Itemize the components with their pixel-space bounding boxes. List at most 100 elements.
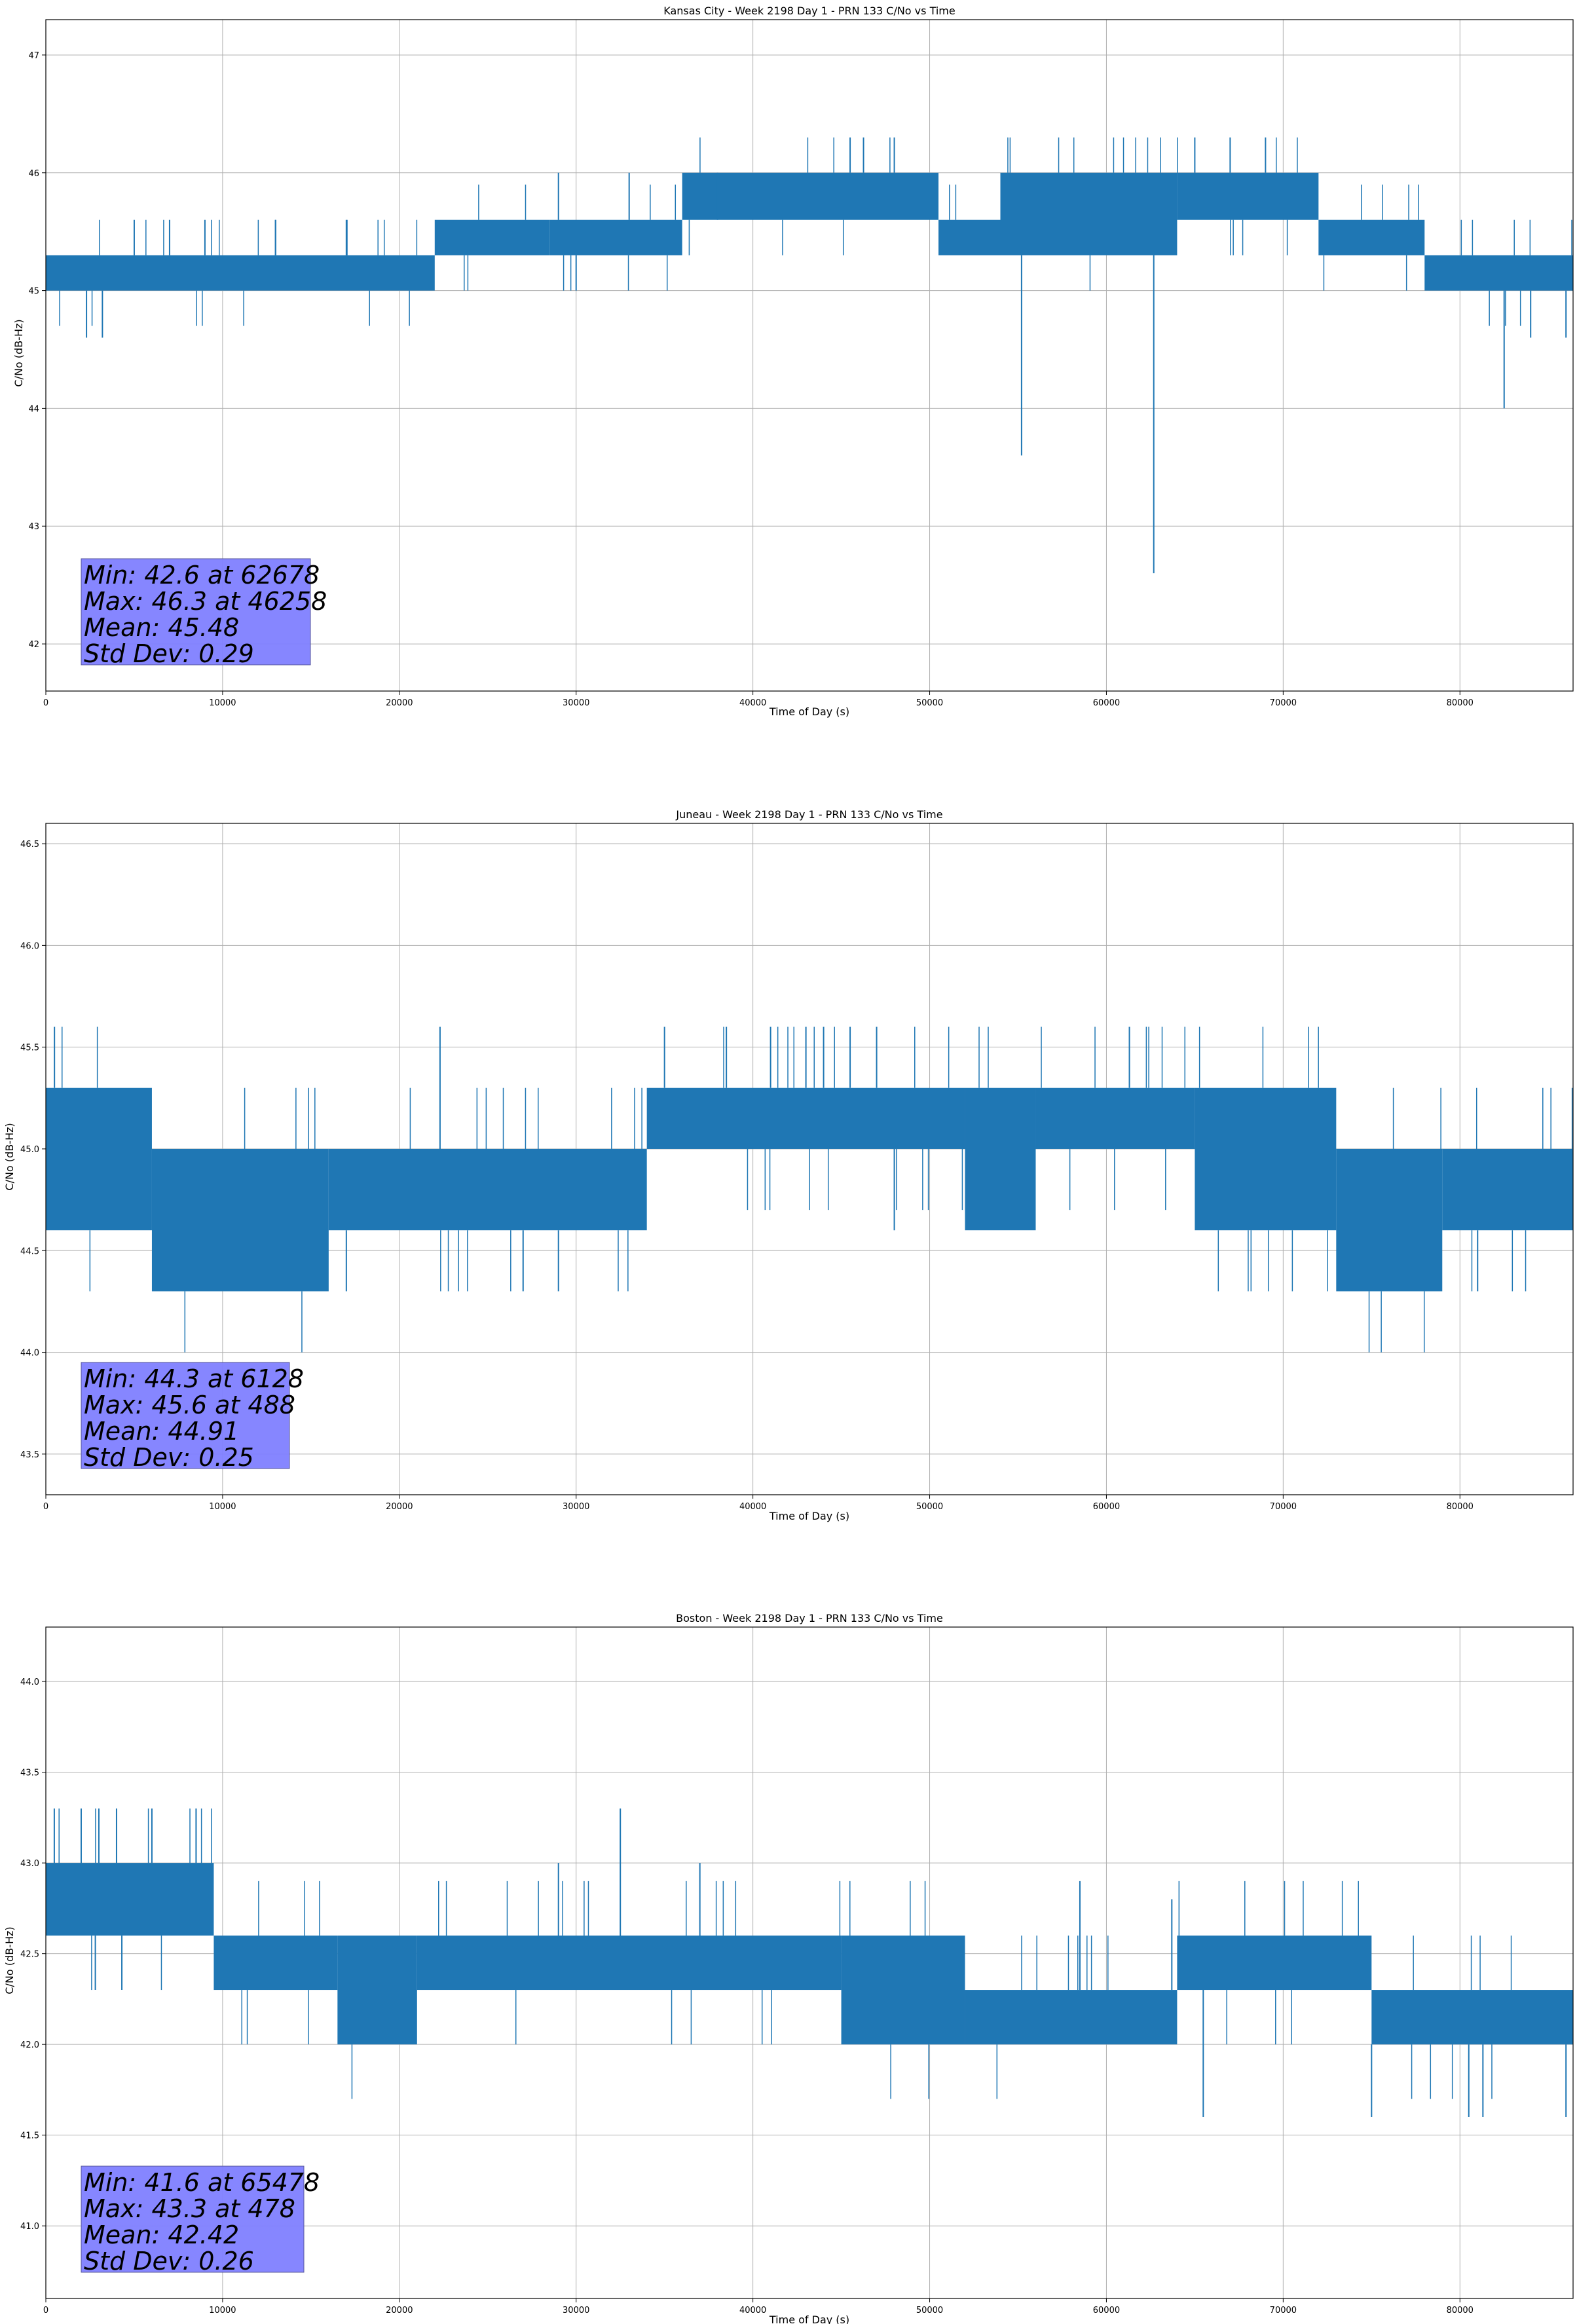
x-tick-label: 30000 <box>563 1502 589 1512</box>
y-tick-label: 45.5 <box>20 1043 39 1053</box>
x-tick-label: 60000 <box>1093 1502 1120 1512</box>
x-tick-label: 40000 <box>739 1502 766 1512</box>
x-tick-label: 30000 <box>563 698 589 708</box>
x-tick-label: 0 <box>43 698 48 708</box>
data-band <box>938 219 1001 255</box>
chart-panel-kansas-city: Kansas City - Week 2198 Day 1 - PRN 133 … <box>12 5 1574 718</box>
data-band <box>46 1863 214 1936</box>
data-band <box>434 219 550 255</box>
stats-line: Std Dev: 0.29 <box>84 639 254 668</box>
y-tick-label: 43.5 <box>20 1450 39 1460</box>
x-tick-label: 30000 <box>563 2306 589 2315</box>
x-tick-label: 80000 <box>1447 1502 1474 1512</box>
data-band <box>965 1990 1178 2045</box>
x-axis-label: Time of Day (s) <box>769 2314 849 2324</box>
data-band <box>1195 1087 1337 1231</box>
x-tick-label: 10000 <box>209 2306 236 2315</box>
data-band <box>682 172 939 220</box>
chart-title: Boston - Week 2198 Day 1 - PRN 133 C/No … <box>676 1612 943 1624</box>
y-tick-label: 43 <box>28 522 39 532</box>
stats-line: Min: 41.6 at 65478 <box>84 2168 320 2197</box>
y-axis-label: C/No (dB-Hz) <box>12 319 25 386</box>
stats-line: Min: 44.3 at 6128 <box>84 1364 304 1393</box>
y-tick-label: 42.5 <box>20 1950 39 1960</box>
stats-box-background <box>81 1362 290 1469</box>
data-band <box>841 1935 965 2045</box>
data-band <box>965 1087 1036 1231</box>
y-tick-label: 44 <box>28 404 39 414</box>
stats-line: Std Dev: 0.26 <box>84 2247 254 2276</box>
x-tick-label: 40000 <box>739 698 766 708</box>
data-band <box>1336 1148 1443 1292</box>
x-tick-label: 10000 <box>209 1502 236 1512</box>
x-tick-label: 70000 <box>1270 2306 1297 2315</box>
data-band <box>1177 1935 1372 1991</box>
x-tick-label: 50000 <box>916 698 943 708</box>
x-tick-label: 0 <box>43 1502 48 1512</box>
x-tick-label: 60000 <box>1093 2306 1120 2315</box>
x-tick-label: 80000 <box>1447 2306 1474 2315</box>
y-axis-label: C/No (dB-Hz) <box>3 1123 16 1190</box>
y-tick-label: 45.0 <box>20 1145 39 1155</box>
plot-frame <box>45 19 1574 692</box>
data-band <box>1035 1087 1195 1149</box>
data-band <box>46 255 435 291</box>
chart-panel-juneau: Juneau - Week 2198 Day 1 - PRN 133 C/No … <box>3 808 1574 1522</box>
x-tick-label: 40000 <box>739 2306 766 2315</box>
x-axis-label: Time of Day (s) <box>769 705 849 718</box>
y-tick-label: 46.0 <box>20 941 39 951</box>
x-tick-label: 20000 <box>386 2306 413 2315</box>
stats-box-background <box>81 558 311 665</box>
ticks: 0 10000 20000 30000 40000 50000 60000 70000 8000… <box>28 51 1473 708</box>
x-tick-label: 20000 <box>386 1502 413 1512</box>
y-tick-label: 46 <box>28 169 39 179</box>
data-series <box>46 1026 1573 1353</box>
chart-title: Kansas City - Week 2198 Day 1 - PRN 133 … <box>663 5 955 17</box>
stats-line: Mean: 42.42 <box>84 2221 239 2249</box>
stats-line: Max: 45.6 at 488 <box>84 1391 295 1419</box>
x-tick-label: 10000 <box>209 698 236 708</box>
stats-line: Min: 42.6 at 62678 <box>84 561 320 590</box>
y-tick-label: 42 <box>28 640 39 650</box>
stats-line: Std Dev: 0.25 <box>84 1443 254 1472</box>
data-band <box>1371 1990 1573 2045</box>
x-tick-label: 20000 <box>386 698 413 708</box>
y-tick-label: 43.5 <box>20 1769 39 1778</box>
data-band <box>1177 172 1319 220</box>
data-band <box>1424 255 1573 291</box>
plot-frame <box>45 1626 1574 2299</box>
stats-line: Mean: 44.91 <box>84 1417 239 1446</box>
x-tick-label: 70000 <box>1270 1502 1297 1512</box>
y-tick-label: 44.0 <box>20 1677 39 1687</box>
x-tick-label: 50000 <box>916 1502 943 1512</box>
data-band <box>1318 219 1425 255</box>
data-band <box>1442 1148 1573 1231</box>
data-band <box>646 1087 965 1149</box>
y-tick-label: 41.0 <box>20 2222 39 2232</box>
data-band <box>549 219 682 255</box>
chart-panel-boston: Boston - Week 2198 Day 1 - PRN 133 C/No … <box>3 1612 1574 2324</box>
data-band <box>328 1148 647 1231</box>
y-tick-label: 45 <box>28 287 39 297</box>
x-tick-label: 0 <box>43 2306 48 2315</box>
grid <box>45 20 1573 691</box>
x-tick-label: 60000 <box>1093 698 1120 708</box>
data-series <box>46 137 1573 574</box>
x-tick-label: 80000 <box>1447 698 1474 708</box>
stats-line: Mean: 45.48 <box>84 613 239 642</box>
data-band <box>46 1087 152 1231</box>
y-tick-label: 43.0 <box>20 1859 39 1869</box>
ticks: 0 10000 20000 30000 40000 50000 60000 70000 8000… <box>20 1677 1474 2315</box>
data-band <box>151 1148 329 1292</box>
x-axis-label: Time of Day (s) <box>769 1510 849 1522</box>
y-tick-label: 47 <box>28 51 39 61</box>
y-tick-label: 46.5 <box>20 840 39 850</box>
y-tick-label: 44.5 <box>20 1246 39 1256</box>
y-tick-label: 42.0 <box>20 2040 39 2050</box>
stats-box-background <box>81 2165 305 2273</box>
data-band <box>417 1935 842 1991</box>
